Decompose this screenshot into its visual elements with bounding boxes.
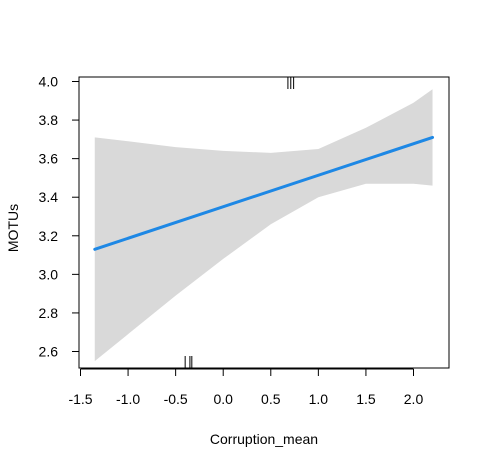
x-tick-label: -0.5 — [164, 391, 188, 407]
x-tick-label: 0.5 — [261, 391, 281, 407]
confidence-band — [94, 89, 433, 362]
band-layer — [94, 89, 433, 362]
y-tick-label: 3.2 — [39, 228, 59, 244]
y-axis: 2.6 2.8 3.0 3.2 3.4 3.6 3.8 4.0 — [39, 74, 80, 360]
x-tick-label: 2.0 — [404, 391, 424, 407]
y-tick-label: 2.8 — [39, 305, 59, 321]
y-tick-label: 2.6 — [39, 344, 59, 360]
x-tick-label: 1.5 — [356, 391, 376, 407]
x-tick-label: -1.0 — [116, 391, 140, 407]
rug-layer — [184, 77, 295, 368]
y-tick-label: 3.8 — [39, 112, 59, 128]
x-tick-label: -1.5 — [68, 391, 92, 407]
x-axis-label: Corruption_mean — [210, 431, 318, 447]
fitted-line — [93, 135, 435, 251]
x-tick-label: 0.0 — [213, 391, 233, 407]
line-layer — [93, 135, 435, 251]
x-tick-label: 1.0 — [309, 391, 329, 407]
y-tick-label: 3.0 — [39, 266, 59, 282]
y-tick-label: 3.6 — [39, 151, 59, 167]
y-tick-label: 3.4 — [39, 189, 59, 205]
y-axis-label: MOTUs — [5, 204, 21, 252]
x-axis: -1.5 -1.0 -0.5 0.0 0.5 1.0 1.5 2.0 — [68, 368, 424, 407]
y-tick-label: 4.0 — [39, 74, 59, 90]
